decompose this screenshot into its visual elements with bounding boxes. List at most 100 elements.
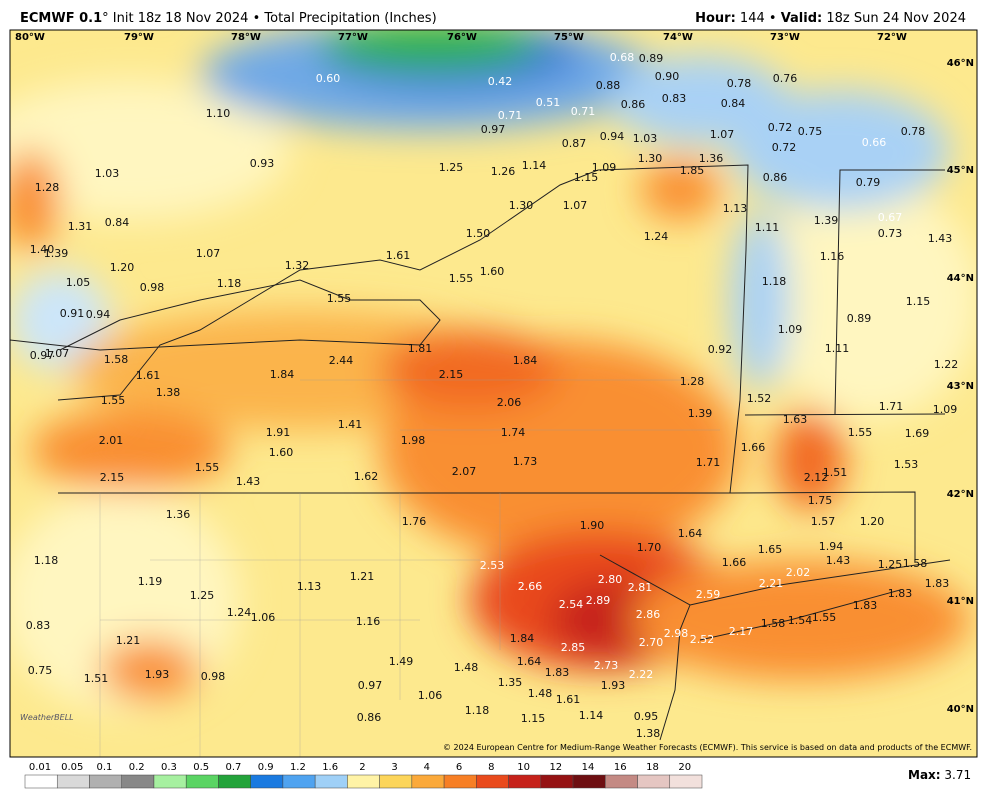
point-value: 1.74	[501, 426, 526, 439]
colorbar-box	[411, 774, 445, 789]
point-value: 0.79	[856, 176, 881, 189]
point-value: 0.84	[721, 97, 746, 110]
point-value: 1.15	[521, 712, 546, 725]
point-value: 2.54	[559, 598, 584, 611]
colorbar-label: 10	[517, 762, 530, 773]
point-value: 1.69	[905, 427, 930, 440]
point-value: 2.01	[99, 434, 124, 447]
point-value: 2.59	[696, 588, 721, 601]
point-value: 1.11	[755, 221, 780, 234]
point-value: 0.97	[30, 349, 55, 362]
point-value: 1.25	[878, 558, 903, 571]
colorbar-label: 6	[456, 762, 462, 773]
point-value: 1.24	[644, 230, 669, 243]
point-value: 1.91	[266, 426, 291, 439]
colorbar-label: 8	[488, 762, 494, 773]
labels: 80°W 79°W 78°W 77°W 76°W 75°W 74°W 73°W 72°W 46°N…	[15, 32, 974, 789]
point-value: 1.90	[580, 519, 605, 532]
longitude-label: 79°W	[124, 32, 154, 43]
point-value: 1.62	[354, 470, 379, 483]
point-value: 1.55	[812, 611, 837, 624]
point-value: 1.07	[196, 247, 221, 260]
header-left: ECMWF 0.1° Init 18z 18 Nov 2024 • Total …	[20, 11, 437, 26]
point-value: 1.98	[401, 434, 426, 447]
point-value: 2.89	[586, 594, 611, 607]
point-value: 1.76	[402, 515, 427, 528]
hour-label: Hour:	[695, 11, 736, 26]
point-value: 0.86	[763, 171, 788, 184]
colorbar-box	[282, 774, 316, 789]
point-value: 0.87	[562, 137, 587, 150]
point-value: 1.20	[110, 261, 135, 274]
point-value: 0.97	[358, 679, 383, 692]
point-value: 2.12	[804, 471, 829, 484]
point-value: 0.83	[26, 619, 51, 632]
point-value: 1.14	[579, 709, 604, 722]
valid-label: Valid:	[781, 11, 823, 26]
point-value: 1.48	[528, 687, 553, 700]
point-value: 1.16	[820, 250, 845, 263]
point-value: 2.86	[636, 608, 661, 621]
point-value: 1.13	[723, 202, 748, 215]
point-value: 1.09	[933, 403, 958, 416]
point-value: 0.86	[357, 711, 382, 724]
colorbar-box	[476, 774, 509, 789]
colorbar-label: 0.01	[29, 762, 51, 773]
latitude-label: 46°N	[947, 58, 974, 69]
longitude-label: 77°W	[338, 32, 368, 43]
point-value: 1.21	[116, 634, 141, 647]
point-value: 0.71	[571, 105, 596, 118]
point-value: 1.55	[449, 272, 474, 285]
colorbar-label: 18	[646, 762, 659, 773]
point-value: 2.81	[628, 581, 653, 594]
point-value: 1.43	[236, 475, 261, 488]
point-value: 1.39	[814, 214, 839, 227]
point-value: 2.70	[639, 636, 664, 649]
colorbar-box	[669, 774, 703, 789]
longitude-label: 72°W	[877, 32, 907, 43]
point-value: 1.06	[418, 689, 443, 702]
colorbar-box	[508, 774, 542, 789]
point-value: 1.60	[269, 446, 294, 459]
point-value: 0.88	[596, 79, 621, 92]
longitude-label: 75°W	[554, 32, 584, 43]
point-value: 1.07	[710, 128, 735, 141]
point-value: 1.54	[788, 614, 813, 627]
init: ° Init 18z 18 Nov 2024 • Total Precipita…	[102, 11, 437, 26]
point-value: 1.53	[894, 458, 919, 471]
point-value: 1.21	[350, 570, 375, 583]
point-value: 1.24	[227, 606, 252, 619]
point-value: 1.73	[513, 455, 538, 468]
point-value: 1.16	[356, 615, 381, 628]
point-value: 0.76	[773, 72, 798, 85]
point-value: 1.18	[762, 275, 787, 288]
hour: 144 •	[740, 11, 777, 26]
point-value: 1.31	[68, 220, 93, 233]
valid: 18z Sun 24 Nov 2024	[826, 11, 966, 26]
point-value: 0.92	[708, 343, 733, 356]
colorbar-label: 1.6	[322, 762, 338, 773]
point-value: 1.30	[509, 199, 534, 212]
point-value: 1.43	[826, 554, 851, 567]
colorbar-label: 0.05	[61, 762, 83, 773]
colorbar-label: 0.5	[193, 762, 209, 773]
point-value: 2.22	[629, 668, 654, 681]
max-value: 3.71	[944, 768, 971, 782]
colorbar-box	[379, 774, 413, 789]
colorbar-box	[605, 774, 638, 789]
point-value: 0.78	[901, 125, 926, 138]
point-value: 1.25	[190, 589, 215, 602]
point-value: 0.86	[621, 98, 646, 111]
colorbar-box	[89, 774, 122, 789]
colorbar-box	[314, 774, 348, 789]
max-text: Max: 3.71	[908, 768, 971, 782]
point-value: 1.93	[145, 668, 170, 681]
colorbar-box	[153, 774, 187, 789]
point-value: 1.32	[285, 259, 310, 272]
point-value: 2.06	[497, 396, 522, 409]
colorbar-label: 1.2	[290, 762, 306, 773]
point-value: 2.85	[561, 641, 586, 654]
point-value: 1.39	[44, 247, 69, 260]
point-value: 0.94	[600, 130, 625, 143]
point-value: 1.49	[389, 655, 414, 668]
